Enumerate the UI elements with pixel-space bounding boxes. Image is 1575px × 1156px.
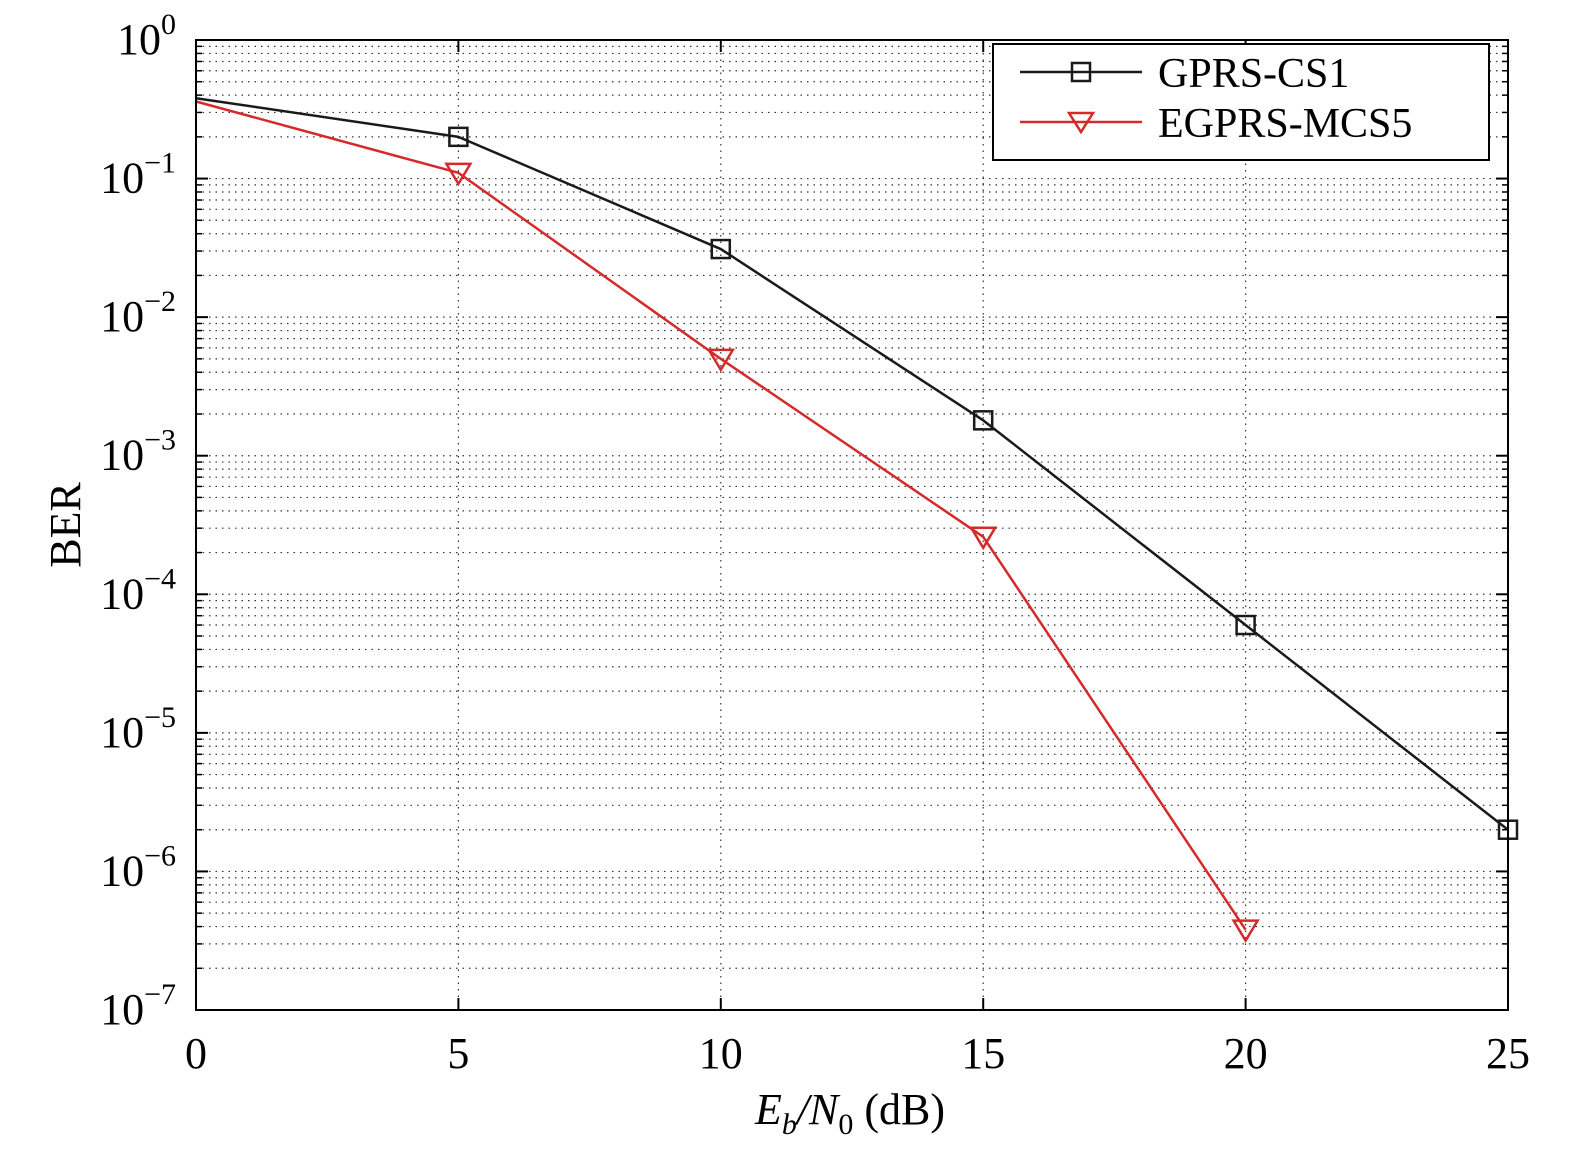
x-axis-label-sub2: 0 bbox=[838, 1108, 853, 1141]
series-line-gprs-cs1 bbox=[195, 96, 1509, 831]
x-axis-label-main: E bbox=[754, 1085, 782, 1134]
y-tick-label: 10−6 bbox=[100, 839, 176, 895]
series-layer bbox=[195, 96, 1519, 944]
y-tick-label: 10−3 bbox=[100, 424, 176, 480]
y-axis-label: BER bbox=[41, 482, 90, 568]
x-axis-label-mid: /N bbox=[794, 1085, 841, 1134]
x-axis-label: Eb/N0 (dB) bbox=[754, 1085, 945, 1141]
grid-lines bbox=[196, 40, 1508, 1010]
x-tick-label: 0 bbox=[185, 1029, 207, 1078]
data-point-triangle bbox=[968, 526, 998, 551]
y-tick-labels: 100 10−1 10−2 10−3 10−4 10−5 10−6 10−7 bbox=[100, 8, 176, 1034]
data-point-triangle bbox=[706, 348, 736, 373]
y-tick-label: 10−2 bbox=[100, 285, 176, 341]
legend-marker-square-icon bbox=[1070, 61, 1092, 83]
x-tick-label: 25 bbox=[1486, 1029, 1530, 1078]
series-line-egprs-mcs5 bbox=[195, 100, 1247, 931]
y-tick-label: 10−5 bbox=[100, 701, 176, 757]
y-tick-label: 10−4 bbox=[100, 562, 176, 618]
legend-marker-triangle-down-icon bbox=[1066, 111, 1096, 135]
plot-frame bbox=[195, 39, 1509, 1011]
x-tick-label: 20 bbox=[1224, 1029, 1268, 1078]
x-axis-label-sub1: b bbox=[782, 1108, 797, 1141]
x-axis-label-tail: (dB) bbox=[853, 1085, 945, 1134]
data-point-triangle bbox=[1231, 919, 1260, 944]
data-point-square bbox=[448, 126, 469, 148]
legend: GPRS-CS1 EGPRS-MCS5 bbox=[992, 43, 1490, 161]
y-tick-label: 10−1 bbox=[100, 147, 176, 203]
data-point-square bbox=[1235, 614, 1256, 636]
data-point-square bbox=[710, 238, 732, 260]
data-point-square bbox=[972, 410, 994, 431]
axis-ticks bbox=[195, 40, 1509, 1011]
legend-label-gprs-cs1: GPRS-CS1 bbox=[1158, 51, 1349, 97]
x-tick-label: 10 bbox=[699, 1029, 743, 1078]
data-point-triangle bbox=[444, 162, 473, 187]
legend-label-egprs-mcs5: EGPRS-MCS5 bbox=[1158, 101, 1412, 147]
x-tick-labels: 0 5 10 15 20 25 bbox=[185, 1029, 1530, 1078]
y-tick-label: 10−7 bbox=[100, 978, 176, 1034]
x-tick-label: 15 bbox=[961, 1029, 1005, 1078]
y-tick-label: 100 bbox=[117, 8, 176, 64]
x-tick-label: 5 bbox=[447, 1029, 469, 1078]
